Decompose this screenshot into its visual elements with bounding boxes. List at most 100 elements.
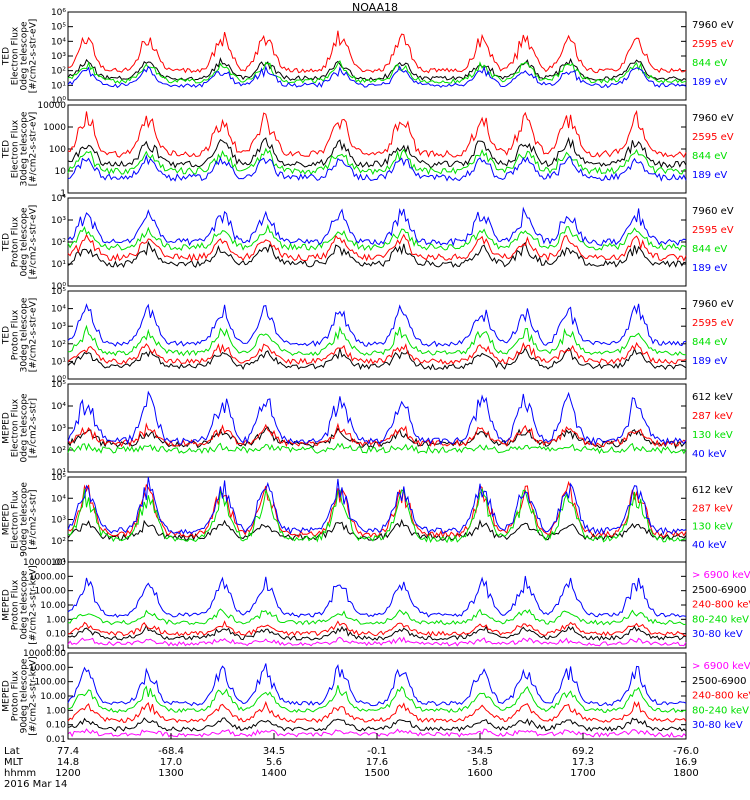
panel-0-series-3 (67, 65, 687, 89)
panel-6-ytick-label: 0.10 (46, 630, 66, 640)
panel-7-legend-4: 30-80 keV (692, 720, 743, 731)
panel-6-series-1 (67, 624, 687, 642)
panel-1-ytick-label: 10000 (37, 101, 66, 111)
x-tick-mlt-4: 5.8 (472, 757, 488, 768)
panel-7-ylabel-line: MEPED (2, 680, 12, 712)
panel-7-ylabel-line: [#/cm2-s-str-keV] (29, 656, 39, 735)
panel-5-legend-1: 287 keV (692, 503, 733, 514)
panel-7-ytick-label: 10000.00 (23, 649, 66, 659)
panel-2-legend-1: 2595 eV (692, 225, 734, 236)
panel-3-ytick-label: 10¹ (51, 357, 66, 367)
panel-7-series-1 (67, 717, 687, 733)
panel-2-ytick-label: 10¹ (51, 260, 66, 270)
x-row-label-2: hhmm (4, 768, 36, 779)
panel-6-legend-1: 2500-6900 keV (692, 585, 750, 596)
panel-3-ylabel-line: [#/cm2-s-str-eV] (29, 298, 39, 373)
panel-1-ytick-label: 100 (49, 145, 66, 155)
x-tick-lat-0: 77.4 (57, 746, 79, 757)
panel-1-legend-0: 7960 eV (692, 113, 734, 124)
panel-3-ytick-label: 10⁰ (51, 375, 66, 385)
panel-4-ytick-label: 10² (51, 446, 66, 456)
panel-4-ylabel-line: MEPED (2, 412, 12, 444)
panel-4-ytick-label: 10⁴ (51, 402, 66, 412)
panel-1-ylabel-line: 30deg telescope (20, 111, 30, 186)
panel-2-series-2 (67, 223, 687, 252)
panel-3-series-1 (67, 341, 687, 365)
panel-3-legend-1: 2595 eV (692, 318, 734, 329)
panel-7-ytick-label: 1000.00 (29, 663, 66, 673)
panel-6-series-3 (67, 608, 687, 626)
panel-6-series-4 (67, 575, 687, 618)
panel-1-series-0 (67, 136, 687, 169)
panel-5-ylabel-line: [#/cm2-s-str] (29, 489, 39, 549)
panel-1-legend-2: 844 eV (692, 151, 727, 162)
panel-5-ytick-label: 10² (51, 537, 66, 547)
panel-3-ylabel-line: Proton Flux (11, 309, 21, 360)
panel-7-ytick-label: 0.01 (46, 735, 66, 745)
panel-2-frame (67, 197, 687, 287)
panel-7-legend-0: > 6900 keV (692, 661, 750, 672)
panel-0-ytick-label: 10² (51, 67, 66, 77)
x-tick-hhmm-4: 1600 (467, 768, 492, 779)
panel-3-ytick-label: 10³ (51, 322, 66, 332)
panel-6-ytick-label: 1000.00 (29, 572, 66, 582)
panel-0-ytick-label: 10⁰ (51, 96, 66, 106)
panel-5-ytick-label: 10¹ (51, 558, 66, 568)
panel-0-ytick-label: 10⁶ (51, 8, 66, 18)
x-tick-hhmm-5: 1700 (570, 768, 595, 779)
x-tick-lat-1: -68.4 (158, 746, 184, 757)
panel-4-frame (67, 383, 687, 473)
page-title: NOAA18 (351, 1, 399, 14)
panel-2-series-0 (67, 240, 687, 269)
panel-7-legend-1: 2500-6900 keV (692, 676, 750, 687)
panel-5-legend-3: 40 keV (692, 540, 726, 551)
panel-1-series-1 (67, 109, 687, 158)
panel-2-ylabel-line: Proton Flux (11, 216, 21, 267)
panel-5-ylabel-line: MEPED (2, 504, 12, 536)
panel-1-ytick-label: 1000 (43, 123, 66, 133)
x-tick-mlt-3: 17.6 (366, 757, 388, 768)
panel-4-legend-2: 130 keV (692, 430, 733, 441)
panel-5-ytick-label: 10³ (51, 516, 66, 526)
panel-2-series-1 (67, 233, 687, 263)
panel-6-ytick-label: 10000.00 (23, 558, 66, 568)
panel-2-ylabel-line: TED (2, 233, 12, 252)
x-tick-hhmm-1: 1300 (158, 768, 183, 779)
panel-0-ylabel-line: [#/cm2-s-str-eV] (29, 19, 39, 94)
panel-4-legend-0: 612 keV (692, 392, 733, 403)
panel-4-legend-3: 40 keV (692, 449, 726, 460)
panel-6-legend-2: 240-800 keV (692, 600, 750, 611)
panel-3-frame (67, 290, 687, 380)
x-tick-mlt-5: 17.3 (572, 757, 594, 768)
panel-4-series-2 (67, 442, 687, 455)
panel-7-ylabel-line: Proton Flux (11, 670, 21, 721)
x-tick-lat-5: 69.2 (572, 746, 594, 757)
panel-6-ytick-label: 0.01 (46, 644, 66, 654)
panel-2-ytick-label: 10² (51, 238, 66, 248)
x-tick-mlt-0: 14.8 (57, 757, 79, 768)
panel-4-legend-1: 287 keV (692, 411, 733, 422)
panel-0-ylabel-line: 0deg telescope (20, 21, 30, 91)
x-row-label-1: MLT (4, 757, 24, 768)
x-tick-lat-3: -0.1 (367, 746, 387, 757)
panel-6-legend-3: 80-240 keV (692, 614, 749, 625)
panel-2-ytick-label: 10⁰ (51, 282, 66, 292)
panel-0-ytick-label: 10⁴ (51, 37, 66, 47)
panel-2-legend-0: 7960 eV (692, 206, 734, 217)
panel-4-ylabel-line: 0deg telescope (20, 393, 30, 463)
x-tick-mlt-2: 5.6 (266, 757, 282, 768)
panel-1-legend-3: 189 eV (692, 170, 727, 181)
panel-6-ylabel-line: 0deg telescope (20, 570, 30, 640)
panel-2-legend-2: 844 eV (692, 244, 727, 255)
x-tick-lat-4: -34.5 (467, 746, 493, 757)
panel-3-series-0 (67, 346, 687, 371)
panel-3-ytick-label: 10⁵ (51, 287, 66, 297)
panel-6-legend-0: > 6900 keV (692, 570, 750, 581)
panel-4-ylabel-line: Electron Flux (11, 398, 21, 457)
panel-7-ytick-label: 10.00 (40, 692, 66, 702)
panel-4-series-1 (67, 422, 687, 448)
panel-5-ytick-label: 10⁴ (51, 494, 66, 504)
panel-5-series-2 (67, 488, 687, 544)
panel-5-ytick-label: 10⁵ (51, 473, 66, 483)
panel-1-ylabel-line: TED (2, 140, 12, 159)
